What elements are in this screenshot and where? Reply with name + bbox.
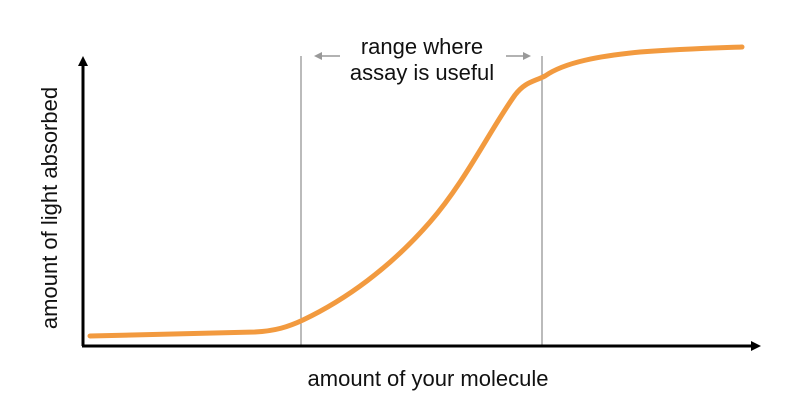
x-axis-label: amount of your molecule	[308, 366, 549, 391]
absorbance-curve	[87, 44, 745, 339]
annotation-line-1: range where	[361, 34, 483, 59]
annotation-line-2: assay is useful	[350, 60, 494, 85]
y-axis-label: amount of light absorbed	[37, 87, 62, 329]
